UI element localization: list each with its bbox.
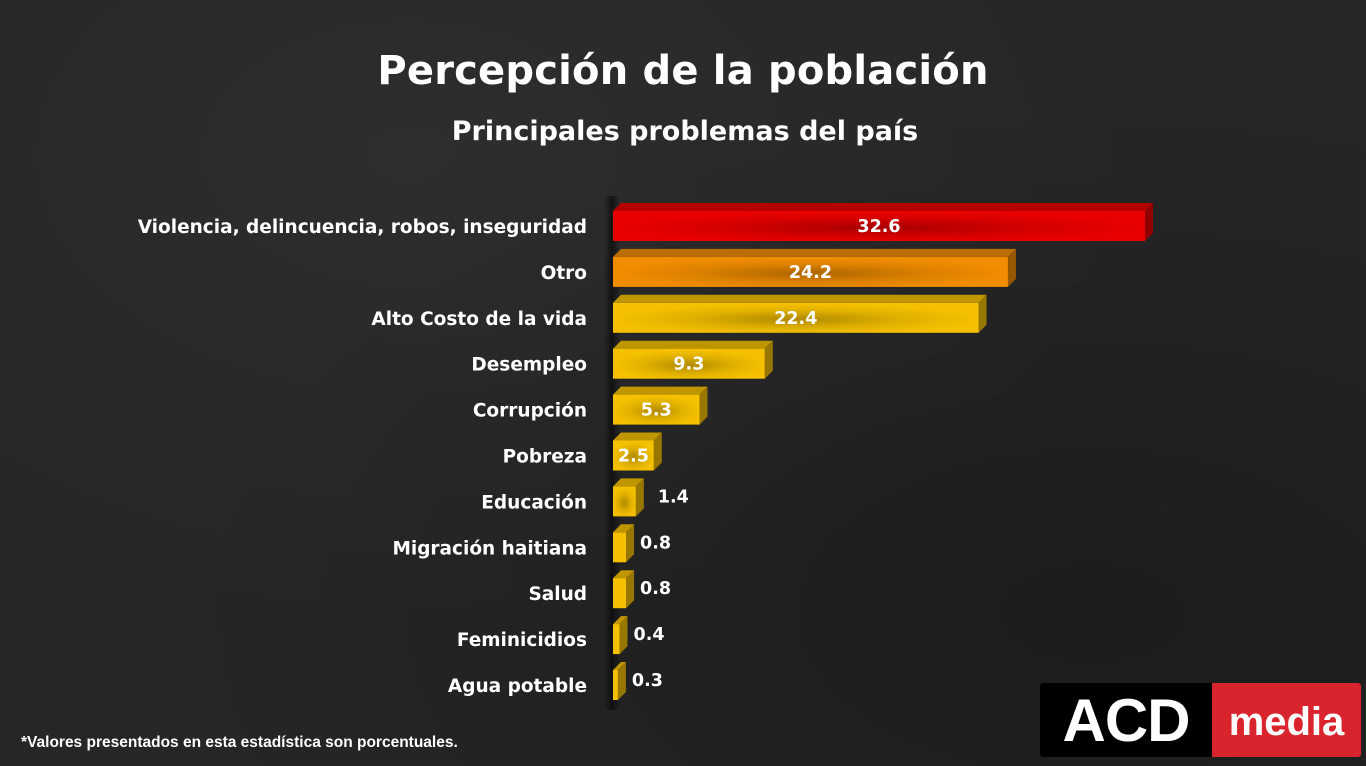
bar <box>613 578 627 609</box>
bar <box>613 624 620 655</box>
bar-top-face <box>613 432 662 441</box>
category-label: Corrupción <box>473 401 587 422</box>
bar-group: Otro 24.2 <box>541 248 1016 287</box>
acd-media-logo: ACD media <box>1040 683 1361 757</box>
bar-group: Educación 1.4 <box>481 478 689 517</box>
bar <box>613 670 618 700</box>
bar-top-face <box>613 294 987 303</box>
category-label: Pobreza <box>503 447 587 468</box>
value-label: 22.4 <box>774 309 817 329</box>
category-label: Migración haitiana <box>392 538 587 559</box>
category-label: Violencia, delincuencia, robos, inseguri… <box>138 217 587 238</box>
category-label: Alto Costo de la vida <box>371 309 587 330</box>
category-label: Agua potable <box>448 676 587 697</box>
bar-group: Alto Costo de la vida 22.4 <box>371 294 987 333</box>
bar-side-face <box>626 524 635 563</box>
bar-group: Migración haitiana 0.8 <box>392 524 671 563</box>
category-label: Educación <box>481 492 587 513</box>
logo-acd-text: ACD <box>1040 683 1212 757</box>
value-label: 9.3 <box>673 355 704 375</box>
bar-top-face <box>613 248 1016 257</box>
category-label: Otro <box>541 263 587 284</box>
bar-top-face <box>613 386 708 395</box>
bar-group: Feminicidios 0.4 <box>457 616 665 655</box>
bar-top-face <box>613 478 644 487</box>
bar-group: Desempleo 9.3 <box>471 340 773 379</box>
bar-side-face <box>764 340 773 379</box>
bar-sheen <box>613 302 979 333</box>
value-label: 2.5 <box>618 447 649 467</box>
bar-side-face <box>617 662 626 700</box>
bar-side-face <box>978 294 987 333</box>
category-label: Salud <box>528 584 587 605</box>
bar-sheen <box>613 394 700 425</box>
bar-group: Corrupción 5.3 <box>473 386 708 425</box>
value-label: 5.3 <box>641 401 672 421</box>
bar <box>613 532 627 563</box>
bar-top-face <box>613 203 1154 211</box>
value-label: 0.8 <box>640 533 671 553</box>
bar-sheen <box>613 486 636 517</box>
bar-sheen <box>613 211 1146 241</box>
bar-group: Salud 0.8 <box>528 570 671 609</box>
value-label: 0.4 <box>634 625 665 645</box>
bar-side-face <box>1007 248 1016 287</box>
chart-subtitle: Principales problemas del país <box>451 116 919 147</box>
value-label: 0.3 <box>632 671 663 691</box>
value-label: 0.8 <box>640 579 671 599</box>
logo-media-text: media <box>1212 683 1361 757</box>
value-label: 32.6 <box>857 217 900 237</box>
value-label: 24.2 <box>789 263 832 283</box>
bar-side-face <box>635 478 644 517</box>
category-label: Feminicidios <box>457 630 587 651</box>
category-label: Desempleo <box>471 355 587 376</box>
bar-side-face <box>653 432 662 471</box>
bar-group: Violencia, delincuencia, robos, inseguri… <box>138 203 1154 241</box>
footnote: *Valores presentados en esta estadística… <box>21 734 458 751</box>
bar-side-face <box>699 386 708 425</box>
bar-side-face <box>626 570 635 609</box>
bar-side-face <box>1145 203 1154 241</box>
bar-sheen <box>613 348 765 379</box>
chart-title: Percepción de la población <box>377 48 989 94</box>
bar-top-face <box>613 340 773 349</box>
value-label: 1.4 <box>658 487 689 507</box>
bar-top-face <box>613 570 635 579</box>
bar-sheen <box>613 440 654 471</box>
bar-group: Pobreza 2.5 <box>503 432 662 471</box>
bar-sheen <box>613 256 1008 287</box>
bar-side-face <box>619 616 628 655</box>
bar-top-face <box>613 616 628 625</box>
bar-group: Agua potable 0.3 <box>448 662 663 700</box>
bar-top-face <box>613 662 626 670</box>
bar-top-face <box>613 524 635 533</box>
